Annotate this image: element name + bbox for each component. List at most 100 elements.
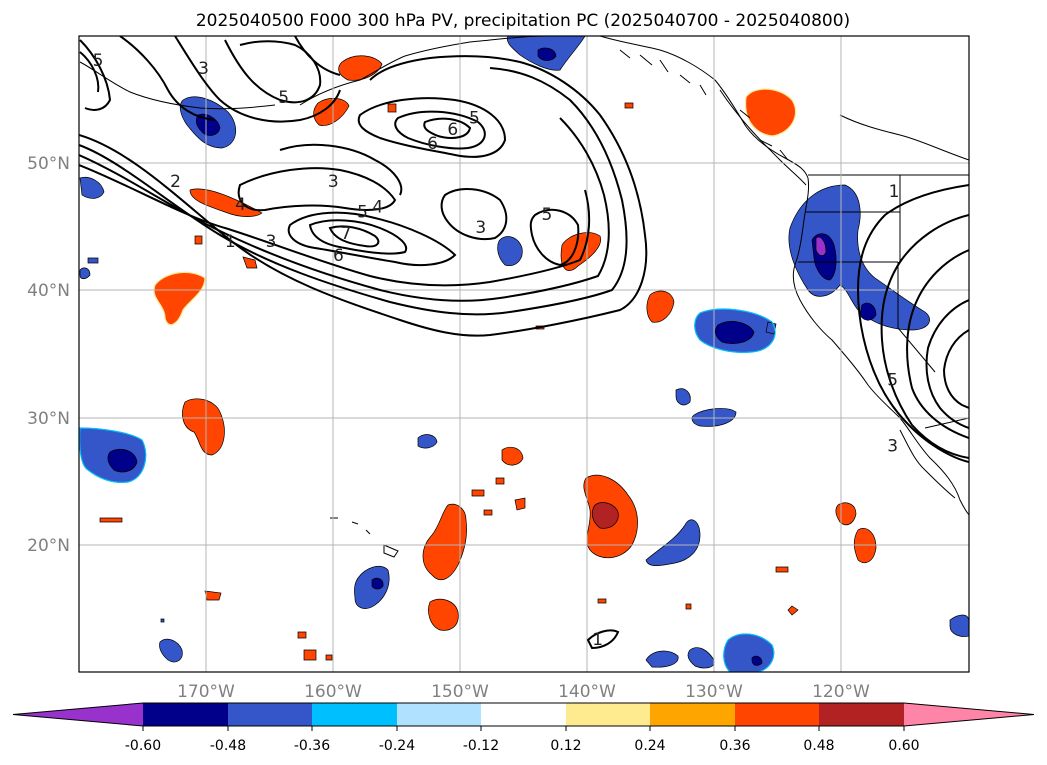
pv-contour-24 xyxy=(925,299,969,429)
pv-contour-18 xyxy=(79,39,112,111)
pv-contour-25 xyxy=(942,329,969,409)
lon-label-170w: 170°W xyxy=(177,682,235,702)
pv-contour-label: 7 xyxy=(341,224,352,244)
pv-contour-label: 6 xyxy=(427,134,438,154)
pv-contour-label: 1 xyxy=(592,630,603,650)
lon-label-120w: 120°W xyxy=(812,682,870,702)
colorbar-tick-label: 0.36 xyxy=(719,738,750,754)
pv-contour-8 xyxy=(308,219,408,255)
lat-label-40: 40°N xyxy=(27,281,70,301)
colorbar-tick-label: 0.24 xyxy=(634,738,665,754)
pv-contour-16 xyxy=(174,36,341,123)
figure-title: 2025040500 F000 300 hPa PV, precipitatio… xyxy=(196,11,850,31)
pv-contour-17 xyxy=(294,36,341,76)
colorbar-bin-1 xyxy=(143,703,228,726)
pv-contour-label: 3 xyxy=(887,437,898,457)
baja-california xyxy=(899,429,956,499)
pv-contour-20 xyxy=(119,36,216,121)
pv-contour-label: 6 xyxy=(333,246,344,266)
hawaii-islands xyxy=(330,517,399,558)
canadian-interior-border xyxy=(839,114,969,161)
pv-contour-label: 5 xyxy=(541,205,552,225)
colorbar-bin-9 xyxy=(819,703,904,726)
lat-label-20: 20°N xyxy=(27,536,70,556)
map-frame xyxy=(78,35,970,673)
colorbar-bin-8 xyxy=(735,703,819,726)
colorbar: -0.60 -0.48 -0.36 -0.24 -0.12 0.12 0.24 … xyxy=(12,702,1035,754)
pv-contour-14 xyxy=(529,208,580,267)
lon-label-160w: 160°W xyxy=(304,682,362,702)
colorbar-ticks xyxy=(142,726,905,731)
pv-contour-label: 1 xyxy=(889,182,900,202)
pv-contour-13 xyxy=(440,188,508,241)
pv-contour-label: 4 xyxy=(235,195,246,215)
pc-halos xyxy=(79,88,797,672)
pv-contour-label: 5 xyxy=(469,108,480,128)
coastlines xyxy=(79,36,969,558)
us-west-coast xyxy=(792,177,969,516)
colorbar-tick-label: 0.12 xyxy=(550,738,581,754)
lon-label-140w: 140°W xyxy=(558,682,616,702)
colorbar-tick-label: -0.24 xyxy=(379,738,415,754)
gridlines xyxy=(79,36,969,672)
pv-contour-12 xyxy=(423,117,472,139)
alaska-coast xyxy=(299,36,809,179)
colorbar-bin-6 xyxy=(566,703,650,726)
pv-contour-label: 2 xyxy=(170,172,181,192)
colorbar-bin-5 xyxy=(481,703,566,726)
pv-contour-26 xyxy=(586,629,620,650)
state-border-ca-nv xyxy=(897,262,936,373)
pv-contour-6 xyxy=(279,143,403,196)
pv-contour-label: 5 xyxy=(93,51,104,71)
latitude-labels: 50°N 40°N 30°N 20°N xyxy=(27,154,70,556)
pv-contour-4 xyxy=(79,164,591,287)
lon-label-130w: 130°W xyxy=(685,682,743,702)
lon-label-150w: 150°W xyxy=(431,682,489,702)
precipitation-field xyxy=(79,36,969,672)
pv-contour-label: 5 xyxy=(357,203,368,223)
positive-pc-regions xyxy=(99,55,877,661)
pv-contour-2 xyxy=(79,67,628,316)
pv-contour-label: 3 xyxy=(475,218,486,238)
pv-contour-3 xyxy=(79,117,610,302)
colorbar-tick-label: -0.60 xyxy=(125,738,161,754)
pv-contour-22 xyxy=(880,214,969,459)
colorbar-tick-labels: -0.60 -0.48 -0.36 -0.24 -0.12 0.12 0.24 … xyxy=(125,738,920,754)
colorbar-bin-2 xyxy=(228,703,312,726)
colorbar-bin-7 xyxy=(650,703,735,726)
colorbar-tick-label: 0.48 xyxy=(803,738,834,754)
pv-contour-5 xyxy=(237,167,397,212)
pv-contour-19 xyxy=(79,51,100,93)
british-columbia-coast xyxy=(719,89,807,186)
pv-contour-23 xyxy=(906,249,969,439)
pv-contour-label: 5 xyxy=(278,88,289,108)
colorbar-bin-3 xyxy=(312,703,397,726)
pv-contour-9 xyxy=(328,225,380,248)
pv-contour-7 xyxy=(287,211,457,267)
pv-contour-label: 3 xyxy=(328,172,339,192)
pv-contour-label: 6 xyxy=(447,120,458,140)
colorbar-tick-label: -0.12 xyxy=(463,738,499,754)
colorbar-tick-label: 0.60 xyxy=(888,738,919,754)
pv-contours xyxy=(79,36,969,650)
negative-pc-regions xyxy=(79,36,969,672)
pv-contour-15 xyxy=(224,39,322,104)
colorbar-max-extension xyxy=(904,703,1034,726)
bc-fjords xyxy=(619,49,789,161)
colorbar-bin-4 xyxy=(397,703,481,726)
pv-contour-label: 3 xyxy=(198,59,209,79)
colorbar-tick-label: -0.48 xyxy=(210,738,246,754)
colorbar-min-extension xyxy=(13,703,143,726)
lat-label-50: 50°N xyxy=(27,154,70,174)
longitude-labels: 170°W 160°W 150°W 140°W 130°W 120°W xyxy=(177,682,870,702)
pv-contour-label: 5 xyxy=(887,370,898,390)
pv-contour-label: 3 xyxy=(266,232,277,252)
pv-contour-11 xyxy=(394,110,486,150)
pv-contour-10 xyxy=(357,97,507,158)
colorbar-tick-label: -0.36 xyxy=(294,738,330,754)
mexico-border xyxy=(924,417,969,429)
pv-contour-21 xyxy=(856,184,969,463)
